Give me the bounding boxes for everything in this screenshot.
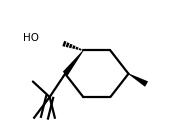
Polygon shape — [128, 73, 148, 87]
Polygon shape — [63, 50, 84, 76]
Text: HO: HO — [23, 33, 39, 43]
